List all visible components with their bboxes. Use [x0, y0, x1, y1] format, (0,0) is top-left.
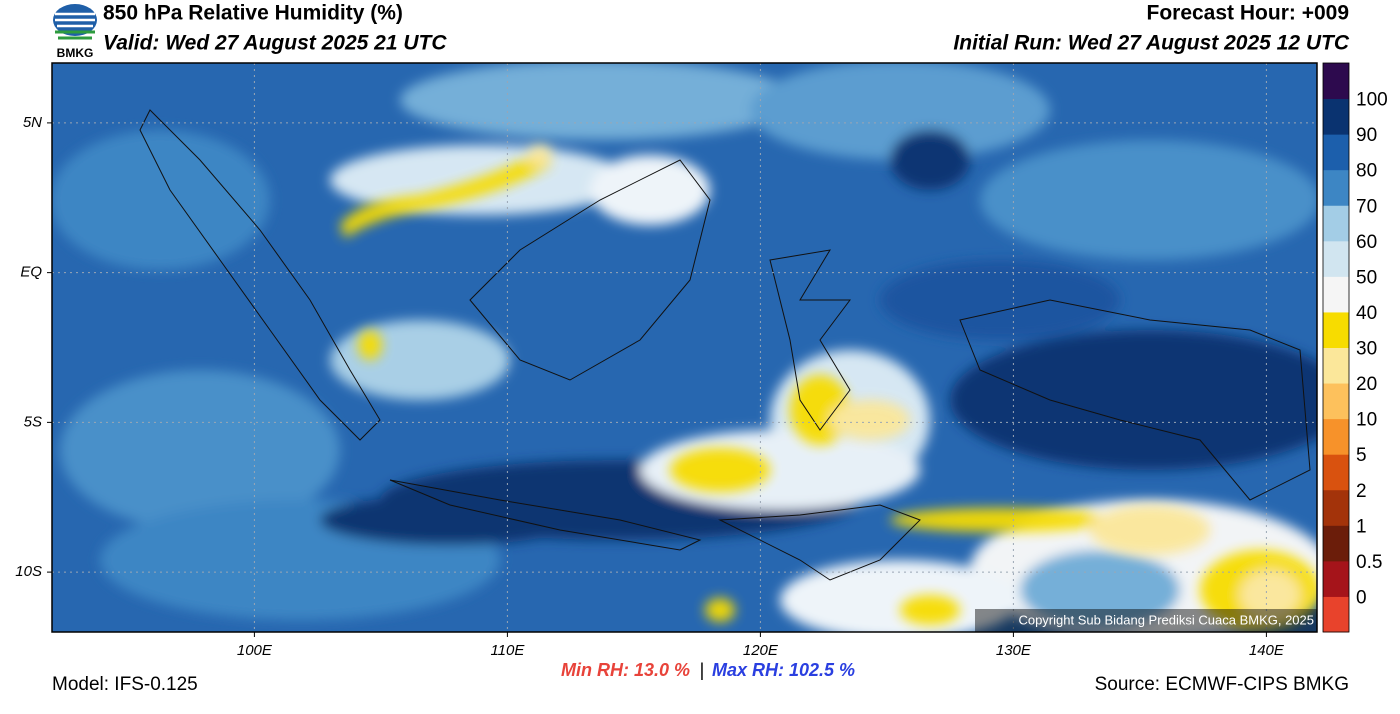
colorbar-label: 20	[1356, 374, 1377, 395]
model: Model: IFS-0.125	[52, 674, 198, 695]
logo-text: BMKG	[57, 46, 94, 60]
colorbar-band	[1323, 311, 1349, 348]
initial-run: Initial Run: Wed 27 August 2025 12 UTC	[953, 32, 1349, 55]
y-tick-label: 10S	[15, 563, 42, 580]
colorbar-label: 40	[1356, 303, 1377, 324]
colorbar-label: 10	[1356, 410, 1377, 431]
colorbar-label: 0	[1356, 587, 1367, 608]
colorbar-band	[1323, 98, 1349, 135]
humidity-field	[52, 63, 1317, 632]
x-tick-label: 130E	[996, 642, 1032, 659]
colorbar-frame	[1322, 62, 1350, 633]
colorbar-band	[1323, 418, 1349, 455]
min-rh: Min RH: 13.0 %	[561, 660, 690, 680]
y-tick-label: EQ	[20, 264, 42, 281]
colorbar-label: 2	[1356, 481, 1367, 502]
forecast-hour: Forecast Hour: +009	[1147, 2, 1350, 25]
coastlines	[139, 109, 1311, 581]
x-tick-label: 100E	[237, 642, 273, 659]
colorbar: 0 0.5 1 2 5 10 20 30 40 50 60 70 80 90 100	[1322, 62, 1388, 633]
x-tick-label: 110E	[490, 642, 525, 659]
colorbar-band	[1323, 525, 1349, 562]
y-tick-label: 5N	[23, 114, 42, 131]
colorbar-band	[1323, 169, 1349, 206]
colorbar-band	[1323, 596, 1349, 633]
separator: |	[700, 660, 705, 680]
x-tick-label: 140E	[1249, 642, 1285, 659]
colorbar-label: 80	[1356, 161, 1377, 182]
colorbar-band	[1323, 383, 1349, 420]
x-tick-label: 120E	[743, 642, 779, 659]
copyright: Copyright Sub Bidang Prediksi Cuaca BMKG…	[1018, 612, 1314, 627]
colorbar-band	[1323, 560, 1349, 597]
colorbar-band	[1323, 276, 1349, 313]
colorbar-label: 60	[1356, 232, 1377, 253]
y-tick-label: 5S	[24, 413, 42, 430]
map-frame	[51, 62, 1318, 633]
max-rh: Max RH: 102.5 %	[712, 660, 855, 680]
colorbar-label: 30	[1356, 339, 1377, 360]
colorbar-label: 0.5	[1356, 552, 1382, 573]
colorbar-band	[1323, 347, 1349, 384]
colorbar-label: 50	[1356, 267, 1377, 288]
colorbar-band	[1323, 240, 1349, 277]
colorbar-label: 5	[1356, 445, 1367, 466]
colorbar-label: 70	[1356, 196, 1377, 217]
logo: BMKG	[53, 4, 97, 60]
colorbar-band	[1323, 134, 1349, 171]
colorbar-band	[1323, 489, 1349, 526]
grid	[52, 63, 1317, 632]
title: 850 hPa Relative Humidity (%)	[103, 2, 403, 25]
colorbar-band	[1323, 63, 1349, 100]
colorbar-label: 90	[1356, 125, 1377, 146]
colorbar-label: 1	[1356, 516, 1367, 537]
copyright-box	[975, 609, 1317, 632]
colorbar-label: 100	[1356, 90, 1388, 111]
valid-time: Valid: Wed 27 August 2025 21 UTC	[103, 32, 447, 55]
colorbar-band	[1323, 454, 1349, 491]
source: Source: ECMWF-CIPS BMKG	[1095, 674, 1349, 695]
colorbar-band	[1323, 205, 1349, 242]
